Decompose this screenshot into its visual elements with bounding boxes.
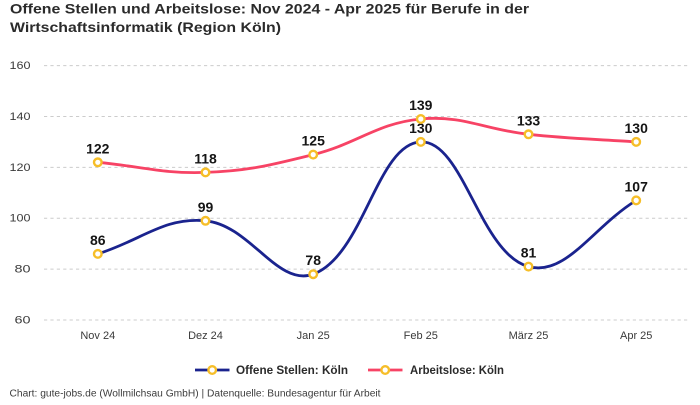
svg-text:81: 81 — [521, 245, 537, 261]
svg-text:Dez 24: Dez 24 — [188, 330, 223, 342]
svg-text:Nov 24: Nov 24 — [80, 330, 115, 342]
svg-text:125: 125 — [302, 133, 326, 149]
svg-text:Offene Stellen: Köln: Offene Stellen: Köln — [236, 363, 348, 377]
svg-text:139: 139 — [409, 97, 433, 113]
svg-text:78: 78 — [305, 252, 321, 268]
svg-text:Arbeitslose: Köln: Arbeitslose: Köln — [410, 363, 504, 377]
svg-text:160: 160 — [10, 60, 31, 72]
svg-text:107: 107 — [625, 178, 649, 194]
svg-text:118: 118 — [194, 150, 217, 166]
svg-text:Jan 25: Jan 25 — [297, 330, 330, 342]
svg-text:Wirtschaftsinformatik (Region: Wirtschaftsinformatik (Region Köln) — [10, 19, 281, 35]
svg-text:140: 140 — [10, 111, 31, 123]
svg-text:86: 86 — [90, 232, 106, 248]
svg-text:99: 99 — [198, 199, 214, 215]
svg-text:122: 122 — [86, 140, 110, 156]
svg-text:Offene Stellen und Arbeitslose: Offene Stellen und Arbeitslose: Nov 2024… — [10, 0, 530, 16]
svg-text:100: 100 — [10, 213, 31, 225]
svg-text:Chart: gute-jobs.de (Wollmilch: Chart: gute-jobs.de (Wollmilchsau GmbH) … — [10, 389, 381, 400]
svg-text:März 25: März 25 — [509, 330, 549, 342]
svg-text:Feb 25: Feb 25 — [404, 330, 438, 342]
svg-text:130: 130 — [409, 120, 433, 136]
svg-text:80: 80 — [15, 264, 31, 276]
svg-text:133: 133 — [517, 112, 541, 128]
svg-text:60: 60 — [15, 315, 31, 327]
svg-text:120: 120 — [10, 162, 31, 174]
svg-text:130: 130 — [625, 120, 649, 136]
svg-text:Apr 25: Apr 25 — [620, 330, 652, 342]
